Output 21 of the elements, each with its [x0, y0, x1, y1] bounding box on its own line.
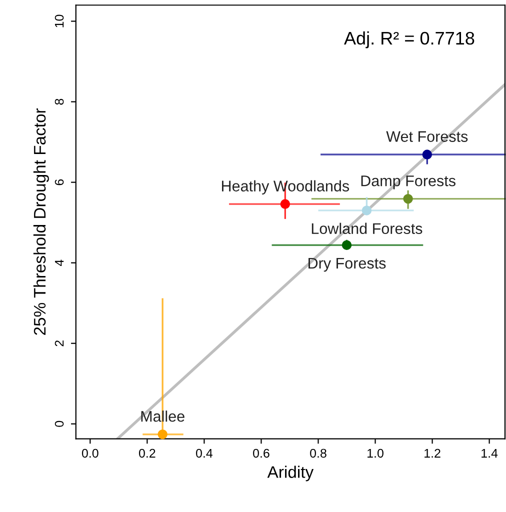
y-tick-label: 6 [54, 179, 64, 186]
y-tick-label: 10 [54, 14, 64, 28]
y-tick-label: 0 [54, 420, 64, 427]
series-label: Damp Forests [361, 176, 456, 190]
annotation: Adj. R² = 0.7718 [344, 31, 474, 48]
x-tick-label: 1.4 [482, 448, 498, 458]
x-tick-label: 0.0 [82, 448, 98, 458]
x-axis-title: Aridity [267, 466, 314, 482]
x-tick-label: 0.6 [253, 448, 270, 458]
y-tick-label: 2 [54, 340, 64, 346]
x-tick-label: 1.0 [368, 448, 384, 458]
series-label: Lowland Forests [312, 222, 422, 234]
series-label: Dry Forests [308, 258, 386, 272]
x-tick-label: 0.4 [196, 448, 213, 458]
series-label: Wet Forests [386, 131, 468, 142]
y-tick-label: 4 [54, 260, 64, 266]
y-axis-title: 25% Threshold Drought Factor [33, 108, 49, 335]
x-tick-label: 0.2 [138, 448, 156, 458]
x-tick-label: 0.8 [310, 448, 326, 458]
x-tick-label: 1.2 [424, 448, 440, 458]
y-tick-label: 8 [54, 98, 64, 105]
